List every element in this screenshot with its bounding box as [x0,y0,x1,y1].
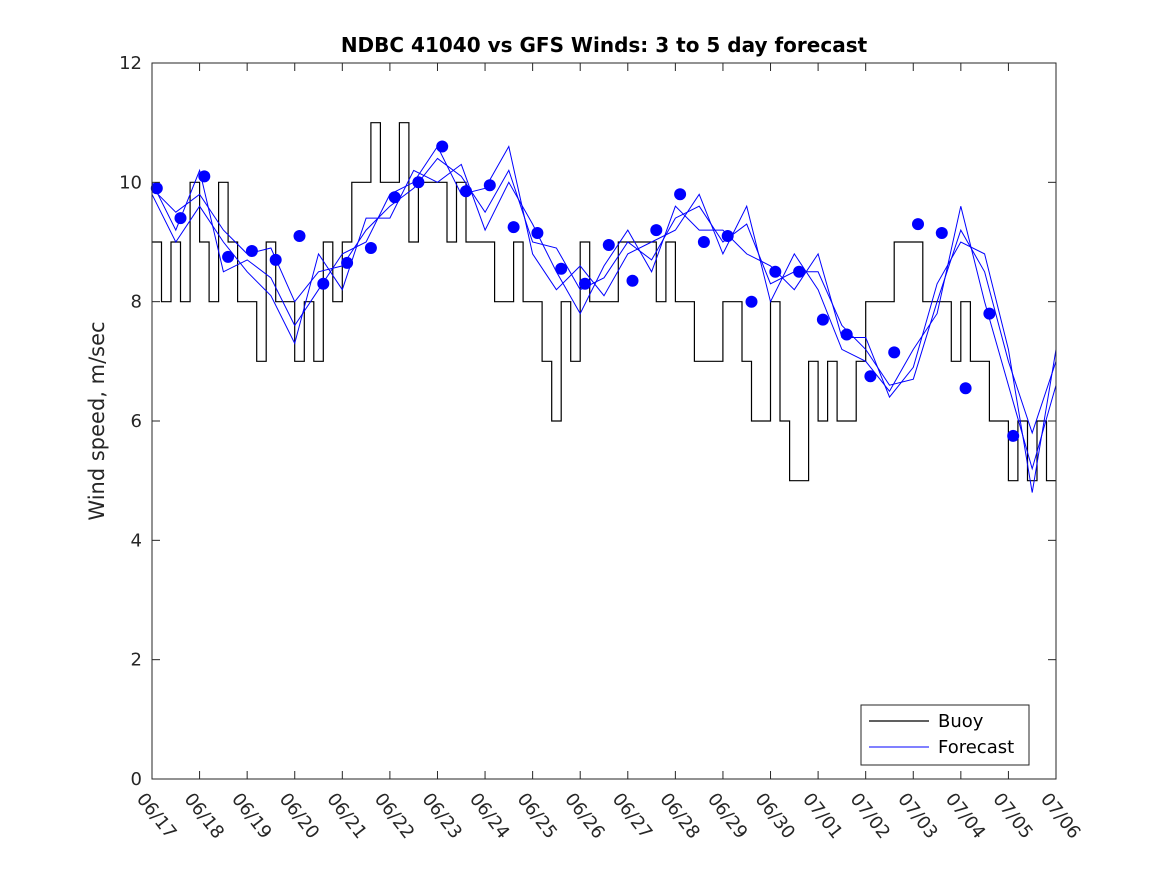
y-tick-label: 0 [131,769,142,790]
forecast-marker [483,179,496,192]
forecast-marker [769,265,782,278]
plot-area [150,122,1057,493]
y-tick-label: 2 [131,650,142,671]
forecast-marker [150,182,163,195]
y-tick-label: 10 [119,172,142,193]
forecast-marker [626,274,639,287]
y-tick-label: 8 [131,292,142,313]
forecast-marker [507,221,520,234]
y-tick-label: 4 [131,530,142,551]
y-tick-label: 6 [131,411,142,432]
forecast-marker [912,218,924,231]
forecast-marker [293,230,306,242]
chart-title: NDBC 41040 vs GFS Winds: 3 to 5 day fore… [341,33,868,57]
forecast-marker [674,188,687,201]
forecast-marker [697,236,710,248]
forecast-marker [388,191,401,204]
forecast-marker [245,245,258,257]
forecast-marker [174,212,187,225]
legend-forecast-label: Forecast [938,737,1014,758]
forecast-marker [888,346,901,359]
forecast-marker [650,224,663,237]
forecast-line-3 [151,163,1057,493]
forecast-marker [555,262,568,275]
forecast-marker [745,295,758,308]
forecast-marker [959,382,972,395]
forecast-marker [317,277,330,290]
legend-box [860,704,1030,766]
y-tick-label: 12 [119,53,142,74]
forecast-marker [1007,429,1020,442]
forecast-marker [935,227,948,239]
forecast-marker [412,176,425,189]
forecast-marker [222,250,235,263]
forecast-marker [460,185,472,198]
forecast-marker [531,227,544,239]
forecast-marker [602,239,615,251]
forecast-marker [341,256,354,269]
forecast-marker [198,170,211,183]
forecast-marker [269,253,282,266]
forecast-marker [840,328,853,341]
forecast-marker [864,370,877,383]
forecast-marker [816,313,829,326]
forecast-marker [983,307,996,320]
forecast-marker [793,265,806,278]
legend: Buoy Forecast [860,704,1030,766]
forecast-marker [364,242,377,254]
forecast-line-1 [151,157,1057,435]
buoy-series-line [152,122,1056,482]
forecast-marker [436,140,449,153]
legend-buoy-label: Buoy [938,711,984,732]
forecast-marker [579,277,591,290]
y-axis-label: Wind speed, m/sec [85,321,109,520]
forecast-marker [721,230,734,242]
